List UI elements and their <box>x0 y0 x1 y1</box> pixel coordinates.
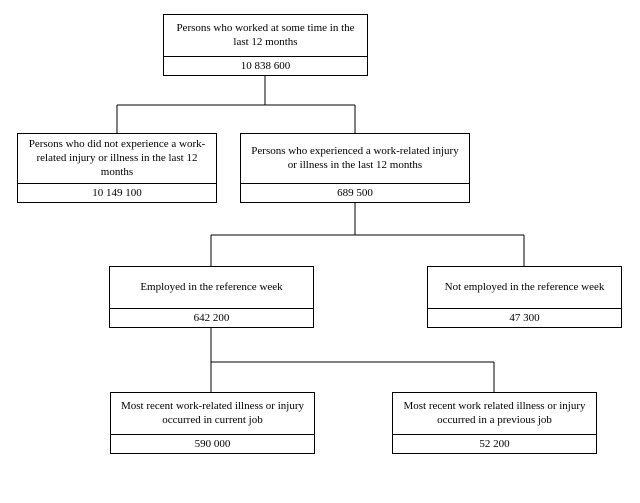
node-injury: Persons who experienced a work-related i… <box>240 133 470 203</box>
node-no-injury: Persons who did not experience a work-re… <box>17 133 217 203</box>
node-employed-value: 642 200 <box>110 309 313 327</box>
node-no-injury-label: Persons who did not experience a work-re… <box>18 134 216 183</box>
node-not-employed-label: Not employed in the reference week <box>428 267 621 308</box>
node-no-injury-value: 10 149 100 <box>18 184 216 202</box>
node-current-job-label: Most recent work-related illness or inju… <box>111 393 314 434</box>
node-injury-value: 689 500 <box>241 184 469 202</box>
node-previous-job-value: 52 200 <box>393 435 596 453</box>
node-root-label: Persons who worked at some time in the l… <box>164 15 367 56</box>
node-previous-job-label: Most recent work related illness or inju… <box>393 393 596 434</box>
node-not-employed: Not employed in the reference week 47 30… <box>427 266 622 328</box>
node-root-value: 10 838 600 <box>164 57 367 75</box>
node-employed-label: Employed in the reference week <box>110 267 313 308</box>
node-not-employed-value: 47 300 <box>428 309 621 327</box>
node-employed: Employed in the reference week 642 200 <box>109 266 314 328</box>
node-current-job: Most recent work-related illness or inju… <box>110 392 315 454</box>
node-current-job-value: 590 000 <box>111 435 314 453</box>
node-injury-label: Persons who experienced a work-related i… <box>241 134 469 183</box>
node-previous-job: Most recent work related illness or inju… <box>392 392 597 454</box>
node-root: Persons who worked at some time in the l… <box>163 14 368 76</box>
